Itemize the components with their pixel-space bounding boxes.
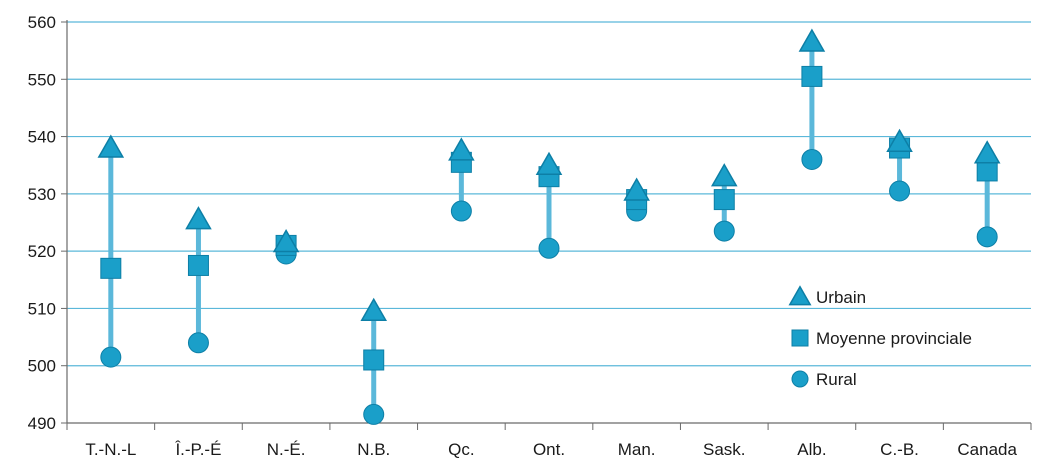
point-urbain-10 — [886, 128, 913, 153]
point-moyenne-9 — [801, 65, 823, 87]
x-tick-label-5: Qc. — [448, 440, 474, 459]
x-tick-label-1: T.-N.-L — [85, 440, 136, 459]
x-tick-label-8: Sask. — [703, 440, 746, 459]
point-rural-1 — [100, 346, 122, 368]
point-moyenne-1 — [100, 257, 122, 279]
point-urbain-4 — [360, 297, 388, 322]
legend-label-rural: Rural — [816, 370, 857, 389]
data-markers — [97, 28, 1001, 425]
y-tick-label-510: 510 — [28, 299, 56, 318]
axes — [61, 20, 1032, 430]
point-moyenne-8 — [713, 189, 735, 211]
point-moyenne-4 — [363, 349, 385, 371]
x-tick-label-6: Ont. — [533, 440, 565, 459]
legend-label-urbain: Urbain — [816, 288, 866, 307]
y-tick-labels: 490 500 510 520 530 540 550 560 — [28, 13, 56, 433]
point-rural-9 — [801, 148, 823, 170]
x-tick-labels: T.-N.-L Î.-P.-É N.-É. N.B. Qc. Ont. Man. Sask. A… — [85, 440, 1017, 459]
x-tick-label-7: Man. — [618, 440, 656, 459]
y-tick-label-530: 530 — [28, 185, 56, 204]
point-urbain-5 — [448, 137, 475, 161]
point-moyenne-2 — [187, 254, 209, 276]
y-tick-label-540: 540 — [28, 128, 56, 147]
point-rural-10 — [889, 180, 911, 202]
x-tick-label-2: Î.-P.-É — [174, 440, 221, 459]
point-rural-11 — [976, 226, 998, 248]
legend-label-moyenne: Moyenne provinciale — [816, 329, 972, 348]
point-urbain-7 — [623, 177, 650, 201]
x-tick-label-3: N.-É. — [267, 440, 306, 459]
x-tick-label-9: Alb. — [797, 440, 826, 459]
point-urbain-11 — [973, 140, 1001, 164]
point-rural-4 — [363, 403, 385, 425]
point-moyenne-11 — [976, 160, 998, 182]
x-tick-label-11: Canada — [957, 440, 1017, 459]
y-tick-label-490: 490 — [28, 414, 56, 433]
point-urbain-3 — [272, 229, 300, 253]
point-urbain-6 — [535, 151, 563, 175]
x-tick-label-10: C.-B. — [880, 440, 919, 459]
point-urbain-1 — [97, 134, 125, 158]
legend: Urbain Moyenne provinciale Rural — [788, 285, 972, 389]
y-tick-label-500: 500 — [28, 357, 56, 376]
legend-moyenne-square-icon — [791, 329, 809, 347]
point-rural-5 — [450, 200, 472, 222]
point-rural-6 — [538, 237, 560, 259]
point-rural-8 — [713, 220, 735, 242]
x-tick-label-4: N.B. — [357, 440, 390, 459]
point-rural-2 — [187, 332, 209, 354]
y-tick-label-550: 550 — [28, 70, 56, 89]
point-urbain-8 — [710, 163, 738, 187]
y-tick-label-560: 560 — [28, 13, 56, 32]
range-bars — [108, 42, 990, 415]
y-tick-label-520: 520 — [28, 242, 56, 261]
point-urbain-9 — [798, 28, 826, 52]
legend-urbain-triangle-icon — [788, 285, 812, 306]
legend-rural-circle-icon — [791, 370, 809, 388]
point-urbain-2 — [185, 206, 212, 230]
